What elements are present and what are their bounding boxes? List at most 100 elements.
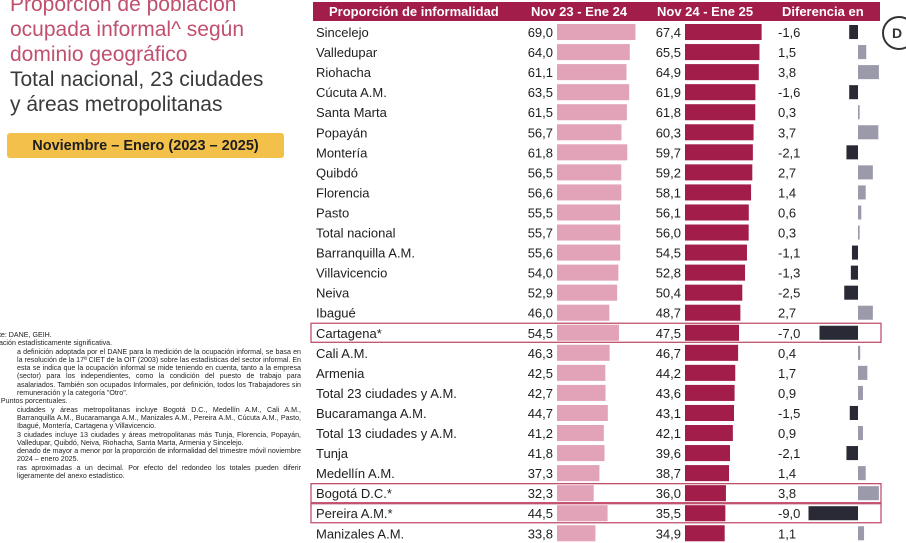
difference-label: 1,1	[778, 526, 796, 541]
difference-bar	[858, 185, 866, 200]
difference-label: 0,3	[778, 226, 796, 241]
difference-bar	[849, 405, 858, 420]
difference-bar	[858, 205, 862, 220]
category-label: Florencia	[316, 185, 370, 200]
value-label-series-2: 54,5	[656, 246, 681, 261]
bar-series-2	[685, 184, 752, 201]
bar-series-1	[557, 445, 605, 462]
bar-series-1	[557, 164, 622, 181]
difference-label: -1,6	[778, 85, 800, 100]
value-label-series-2: 43,6	[656, 386, 681, 401]
category-label: Tunja	[316, 446, 349, 461]
title-line-5: y áreas metropolitanas	[10, 93, 223, 116]
difference-bar	[858, 486, 879, 501]
highlight-box	[310, 482, 882, 504]
highlight-box	[310, 503, 882, 524]
value-label-series-1: 54,5	[528, 326, 553, 341]
value-label-series-1: 32,3	[528, 486, 553, 501]
category-label: Quibdó	[316, 165, 358, 180]
value-label-series-1: 42,5	[528, 366, 553, 381]
note-cities-13: ciudades y áreas metropolitanas incluye …	[17, 405, 301, 431]
difference-label: 1,4	[778, 185, 796, 200]
difference-label: 2,7	[778, 306, 796, 321]
value-label-series-2: 59,7	[656, 145, 681, 160]
category-label: Sincelejo	[316, 25, 369, 40]
bar-series-1	[557, 425, 604, 442]
difference-bar	[858, 125, 879, 140]
value-label-series-1: 42,7	[528, 386, 553, 401]
highlight-box	[310, 322, 882, 343]
value-label-series-1: 55,6	[528, 246, 553, 261]
bar-series-1	[557, 124, 622, 141]
category-label: Bogotá D.C.*	[316, 486, 392, 501]
category-label: Pasto	[316, 205, 349, 220]
bar-series-2	[685, 124, 754, 141]
value-label-series-2: 44,2	[656, 366, 681, 381]
bar-series-2	[685, 445, 731, 462]
difference-label: -2,5	[778, 286, 800, 301]
bar-series-1	[557, 324, 619, 341]
category-label: Cartagena*	[316, 326, 382, 341]
difference-bar	[850, 265, 858, 280]
value-label-series-2: 56,1	[656, 205, 681, 220]
category-label: Montería	[316, 145, 368, 160]
difference-label: -1,6	[778, 25, 800, 40]
value-label-series-2: 61,8	[656, 105, 681, 120]
bar-series-1	[557, 224, 621, 241]
difference-bar	[849, 25, 858, 40]
bar-series-1	[557, 244, 621, 261]
bar-series-1	[557, 505, 608, 522]
bar-series-1	[557, 264, 619, 281]
difference-bar	[858, 466, 866, 481]
value-label-series-1: 56,7	[528, 125, 553, 140]
value-label-series-1: 41,2	[528, 426, 553, 441]
bar-series-1	[557, 284, 618, 301]
difference-bar	[858, 526, 865, 541]
difference-bar	[858, 345, 861, 360]
category-label: Total 23 ciudades y A.M.	[316, 386, 457, 401]
title-line-3: dominio geográfico	[10, 43, 188, 66]
difference-bar	[858, 305, 873, 320]
category-label: Medellín A.M.	[316, 466, 395, 481]
value-label-series-1: 64,0	[528, 45, 553, 60]
category-label: Bucaramanga A.M.	[316, 406, 427, 421]
title-line-1: Proporción de población	[10, 0, 237, 16]
difference-bar	[844, 285, 858, 300]
value-label-series-1: 52,9	[528, 286, 553, 301]
value-label-series-2: 42,1	[656, 426, 681, 441]
value-label-series-2: 43,1	[656, 406, 681, 421]
bar-series-1	[557, 44, 630, 61]
difference-label: 0,4	[778, 346, 796, 361]
bar-series-2	[685, 224, 749, 241]
bar-series-2	[685, 465, 730, 482]
value-label-series-2: 52,8	[656, 266, 681, 281]
bar-series-1	[557, 304, 610, 321]
bar-series-2	[685, 384, 735, 401]
value-label-series-2: 50,4	[656, 286, 681, 301]
value-label-series-1: 46,3	[528, 346, 553, 361]
bar-series-2	[685, 505, 726, 522]
difference-bar	[846, 145, 858, 160]
difference-bar	[858, 426, 863, 441]
difference-bar	[819, 325, 858, 340]
bar-series-2	[685, 284, 743, 301]
bar-series-1	[557, 24, 636, 41]
value-label-series-2: 65,5	[656, 45, 681, 60]
value-label-series-1: 54,0	[528, 266, 553, 281]
value-label-series-2: 60,3	[656, 125, 681, 140]
category-label: Cali A.M.	[316, 346, 368, 361]
bar-series-2	[685, 344, 739, 361]
value-label-series-1: 61,1	[528, 65, 553, 80]
difference-label: 2,7	[778, 165, 796, 180]
logo-letter: D	[892, 25, 903, 41]
value-label-series-2: 35,5	[656, 506, 681, 521]
difference-label: 0,9	[778, 426, 796, 441]
value-label-series-1: 61,5	[528, 105, 553, 120]
difference-label: 1,7	[778, 366, 796, 381]
bar-series-2	[685, 24, 762, 41]
difference-bar	[858, 165, 873, 180]
difference-bar	[858, 105, 860, 120]
difference-bar	[858, 225, 860, 240]
value-label-series-2: 36,0	[656, 486, 681, 501]
difference-label: 0,3	[778, 105, 796, 120]
